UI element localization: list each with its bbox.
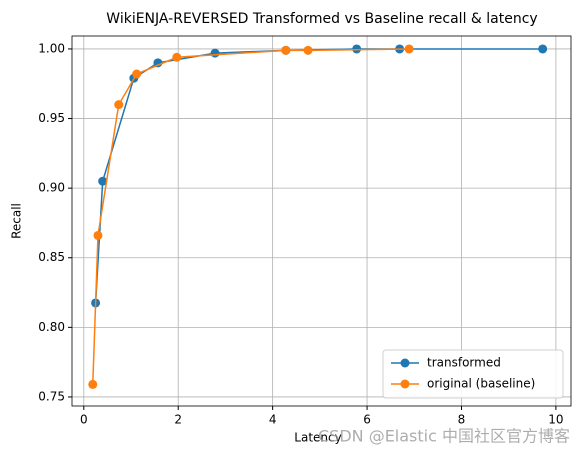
data-point [172, 52, 182, 62]
y-tick-label: 0.90 [38, 181, 65, 195]
data-point [88, 379, 98, 389]
x-tick-label: 0 [80, 413, 88, 427]
data-point [132, 69, 142, 79]
y-tick-label: 1.00 [38, 41, 65, 55]
watermark: CSDN @Elastic 中国社区官方博客 [318, 427, 570, 446]
data-point [93, 230, 103, 240]
chart-title: WikiENJA-REVERSED Transformed vs Baselin… [106, 11, 537, 27]
x-tick-label: 4 [269, 413, 277, 427]
data-point [114, 100, 124, 110]
data-point [153, 58, 163, 68]
y-axis-label: Recall [10, 203, 24, 239]
data-point [281, 45, 291, 55]
series-line [92, 48, 410, 385]
legend-marker [400, 358, 410, 368]
x-tick-label: 6 [363, 413, 371, 427]
x-tick-label: 2 [174, 413, 182, 427]
y-tick-label: 0.80 [38, 320, 65, 334]
legend-label: transformed [427, 356, 501, 370]
y-tick-label: 0.85 [38, 250, 65, 264]
y-tick-label: 0.75 [38, 389, 65, 403]
data-point [404, 44, 414, 54]
legend-marker [400, 379, 410, 389]
y-tick-label: 0.95 [38, 111, 65, 125]
plot-frame [71, 35, 572, 407]
legend-label: original (baseline) [427, 377, 535, 391]
data-point [538, 44, 548, 54]
legend-box [382, 349, 564, 399]
data-point [210, 48, 220, 58]
x-tick-label: 10 [548, 413, 563, 427]
x-tick-label: 8 [458, 413, 466, 427]
data-point [303, 45, 313, 55]
x-axis-label: Latency [294, 431, 341, 445]
data-point [98, 176, 108, 186]
series-line [94, 48, 543, 304]
